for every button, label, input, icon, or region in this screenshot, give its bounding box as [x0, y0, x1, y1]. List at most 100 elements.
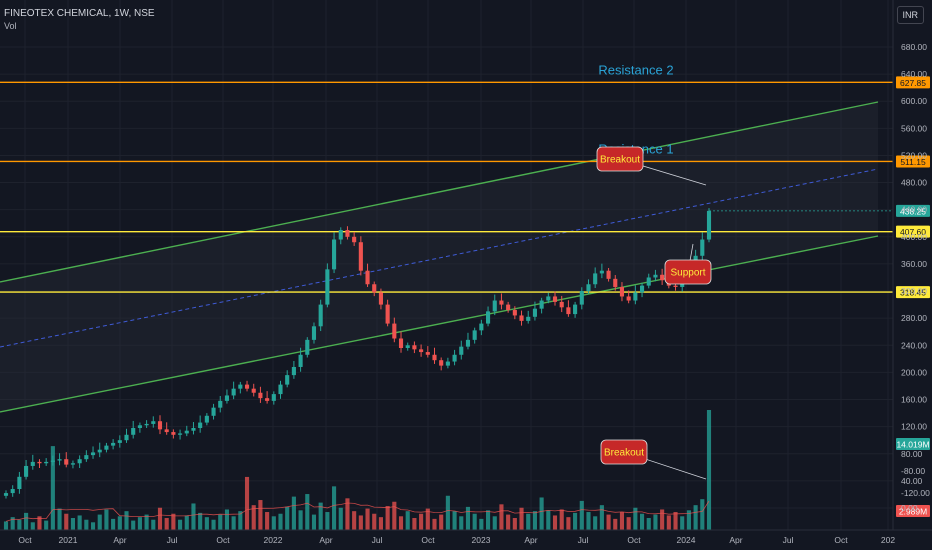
callout-box — [664, 259, 712, 285]
level-tag-label: 407.60 — [900, 227, 926, 237]
x-tick-label: Jul — [783, 535, 794, 545]
last-price-tag-bg — [896, 204, 930, 217]
x-tick-label: 2023 — [472, 535, 491, 545]
volume-bar — [191, 503, 196, 530]
volume-bar — [573, 512, 578, 530]
level-tag-bg — [896, 155, 930, 168]
callouts: Breakout Support Breakout — [596, 146, 712, 480]
volume-bar — [653, 514, 658, 530]
volume-bar — [90, 522, 96, 530]
y-tick-label: 0.00 — [901, 503, 918, 513]
candle-body — [606, 270, 611, 279]
volume-bar — [633, 507, 638, 530]
candle-body — [492, 300, 497, 312]
volume-bar — [104, 509, 109, 530]
candle-body — [385, 304, 390, 324]
candle-body — [552, 296, 558, 302]
y-tick-label: 320.00 — [901, 286, 927, 296]
candle-body — [164, 429, 169, 433]
candle-body — [459, 346, 464, 355]
volume-bar — [184, 515, 189, 530]
candle-body — [104, 445, 109, 450]
candle-body — [131, 427, 136, 435]
candle-body — [412, 345, 417, 350]
volume-bar — [204, 517, 209, 530]
candle-body — [345, 230, 350, 237]
volume-bar — [244, 476, 250, 530]
candle-body — [613, 278, 618, 287]
volume-bar — [171, 513, 176, 530]
y-tick-label: 640.00 — [901, 69, 927, 79]
volume-bar — [164, 518, 169, 530]
candle-body — [90, 452, 96, 456]
level-tag-label: 511.15 — [900, 157, 926, 167]
level-tag-bg — [896, 76, 930, 89]
volume-bar — [37, 516, 42, 530]
volume-bar — [97, 514, 102, 530]
volume-label: Vol — [4, 21, 17, 31]
y-tick-label: 280.00 — [901, 313, 927, 323]
volume-bars: 14.019M 2.989M — [3, 410, 930, 530]
volume-bar — [486, 510, 491, 530]
volume-bar — [700, 499, 705, 530]
candle-body — [479, 323, 484, 331]
volume-bar — [539, 497, 544, 530]
x-tick-label: Apr — [524, 535, 537, 545]
volume-bar — [552, 515, 558, 530]
candle-body — [44, 461, 49, 464]
volume-bar — [131, 520, 136, 530]
candle-body — [305, 339, 310, 355]
volume-bar — [238, 511, 243, 530]
y-tick-label: 80.00 — [901, 449, 923, 459]
volume-bar — [459, 516, 464, 530]
candle-body — [265, 398, 270, 401]
volume-bar — [519, 507, 524, 530]
candle-body — [425, 352, 430, 355]
level-tag-label: 318.45 — [900, 288, 926, 298]
candle-body — [619, 286, 625, 297]
candle-body — [17, 476, 22, 490]
candle-body — [526, 316, 531, 321]
currency-button[interactable]: INR — [896, 6, 924, 24]
candle-body — [117, 440, 122, 443]
x-tick-label: 2024 — [677, 535, 696, 545]
y-tick-label: 360.00 — [901, 259, 927, 269]
candle-body — [37, 461, 42, 464]
volume-bar — [432, 518, 437, 530]
candle-body — [660, 274, 665, 281]
volume-bar — [345, 498, 350, 530]
candle-body — [419, 349, 424, 353]
candle-body — [573, 304, 578, 315]
candle-body — [700, 239, 705, 256]
x-tick-label: Oct — [627, 535, 641, 545]
volume-bar — [378, 517, 383, 530]
y-tick-label: 680.00 — [901, 42, 927, 52]
candle-body — [151, 421, 156, 424]
volume-bar — [278, 513, 283, 530]
volume-bar — [64, 513, 69, 530]
volume-bar — [111, 518, 116, 530]
x-tick-label: Oct — [834, 535, 848, 545]
candle-body — [311, 326, 317, 340]
y-tick-label: 480.00 — [901, 178, 927, 188]
candle-body — [506, 304, 511, 311]
candle-body — [633, 292, 638, 301]
y-tick-label: 560.00 — [901, 123, 927, 133]
volume-bar — [258, 500, 263, 530]
candle-body — [70, 463, 76, 465]
candle-body — [358, 242, 363, 271]
trend-channel — [0, 101, 879, 413]
volume-bar — [492, 516, 497, 530]
candle-body — [178, 433, 183, 435]
volume-bar — [311, 514, 317, 530]
volume-bar — [50, 446, 55, 530]
candle-body — [144, 423, 149, 426]
volume-avg-tag-bg — [896, 505, 930, 517]
candle-body — [64, 459, 69, 465]
volume-bar — [579, 500, 584, 530]
candle-body — [519, 315, 524, 321]
volume-bar — [84, 519, 89, 530]
volume-breakout-callout: Breakout — [600, 439, 707, 480]
candle-body — [111, 442, 116, 446]
